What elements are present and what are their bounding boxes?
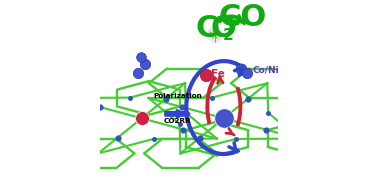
Text: O: O (211, 15, 237, 44)
Text: Fe: Fe (211, 69, 225, 79)
Text: CO: CO (218, 3, 267, 32)
Text: Polarization: Polarization (153, 93, 202, 99)
Text: Co/Ni: Co/Ni (253, 65, 279, 75)
Text: 2: 2 (223, 28, 233, 43)
Text: CO2RR: CO2RR (164, 118, 191, 124)
Circle shape (208, 27, 222, 42)
Text: C: C (196, 15, 218, 44)
FancyArrow shape (165, 109, 190, 119)
